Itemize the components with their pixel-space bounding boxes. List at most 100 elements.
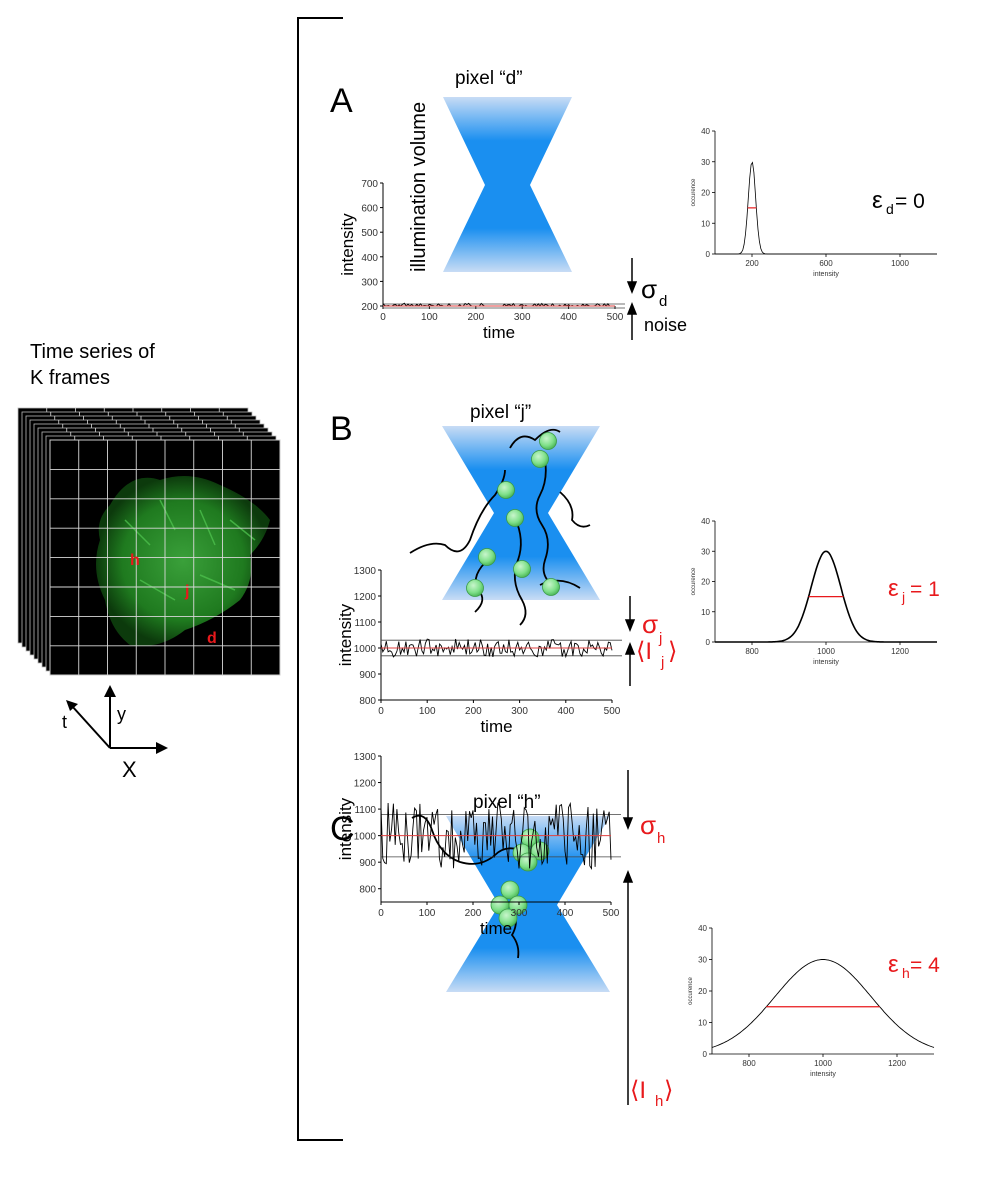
panel-c-letter: C [330, 810, 355, 848]
mean-h-subscript: h [655, 1093, 663, 1110]
sigma-arrows-b [624, 596, 636, 686]
y-tick-label: 20 [698, 987, 707, 996]
x-axis-label: intensity [813, 659, 839, 666]
x-tick-label: 500 [603, 908, 620, 919]
axis-t-label: t [62, 712, 67, 732]
x-tick-label: 600 [819, 259, 833, 268]
epsilon-d-value: = 0 [895, 190, 925, 213]
epsilon-j-subscript: j [901, 589, 905, 605]
trace-chart-a: 200 300 400 500 600 700 0 100 200 300 400 500 time in… [338, 179, 625, 342]
y-tick-label: 1100 [354, 618, 376, 629]
particle [506, 509, 524, 527]
x-axis-label: intensity [810, 1071, 836, 1078]
epsilon-d-subscript: d [886, 201, 894, 217]
occurence-curve [715, 550, 937, 643]
y-tick-label: 0 [706, 250, 711, 259]
y-tick-label: 30 [701, 547, 710, 556]
x-axis-label: intensity [813, 271, 839, 278]
illumination-beam-a [443, 97, 572, 272]
x-tick-label: 500 [607, 312, 624, 323]
particle [513, 560, 531, 578]
x-tick-label: 400 [560, 312, 577, 323]
y-tick-label: 700 [361, 179, 378, 190]
y-axis-label: intensity [336, 603, 355, 666]
y-tick-label: 30 [701, 158, 710, 167]
histogram-chart-b: 0 10 20 30 40 800 1000 1200 intensity occurence [691, 517, 937, 666]
intensity-series [380, 638, 613, 659]
epsilon-j-symbol: ε [888, 575, 899, 602]
noise-label: noise [644, 315, 687, 335]
x-axis-label: time [480, 919, 512, 938]
x-tick-label: 1200 [891, 647, 909, 656]
left-title-line1: Time series of [30, 341, 155, 363]
cell-shape [96, 476, 270, 646]
histogram-chart-a: 0 10 20 30 40 200 600 1000 intensity occurence [691, 127, 937, 278]
mean-j-open: ⟨I [636, 638, 652, 665]
y-tick-label: 30 [698, 956, 707, 965]
sigma-d-subscript: d [659, 293, 667, 310]
x-tick-label: 1000 [891, 259, 909, 268]
sigma-j-symbol: σ [642, 609, 658, 639]
trace-chart-c: 800 900 1000 1100 1200 1300 0 100 200 300 400 500 ti… [336, 752, 621, 938]
mean-j-subscript: j [660, 654, 664, 671]
epsilon-h-subscript: h [902, 965, 910, 981]
x-tick-label: 200 [465, 706, 482, 717]
x-tick-label: 0 [378, 908, 384, 919]
x-tick-label: 300 [511, 706, 528, 717]
epsilon-h-value: = 4 [910, 954, 940, 977]
sigma-h-symbol: σ [640, 810, 656, 840]
y-tick-label: 10 [698, 1019, 707, 1028]
left-title-line2: K frames [30, 367, 110, 389]
x-tick-label: 0 [380, 312, 386, 323]
x-tick-label: 200 [465, 908, 482, 919]
particles-b [466, 432, 560, 597]
panel-b-letter: B [330, 410, 353, 448]
sigma-d-symbol: σ [641, 274, 657, 304]
particle [500, 880, 520, 900]
x-tick-label: 1200 [888, 1059, 906, 1068]
x-tick-label: 100 [419, 908, 436, 919]
y-tick-label: 40 [701, 517, 710, 526]
y-tick-label: 40 [701, 127, 710, 136]
y-axis-label: intensity [338, 213, 357, 276]
panel-c-pixel-label: pixel “h” [473, 792, 541, 813]
epsilon-h-symbol: ε [888, 951, 899, 978]
histogram-chart-c: 0 10 20 30 40 800 1000 1200 intensity occurence [688, 924, 935, 1078]
grid-frame [49, 439, 281, 676]
occurence-curve [715, 161, 937, 255]
intensity-series [380, 801, 612, 870]
particle [498, 908, 518, 928]
y-tick-label: 1200 [354, 779, 377, 790]
y-tick-label: 800 [359, 696, 376, 707]
panel-a: A pixel “d” illumination volume 20030040… [330, 68, 937, 342]
y-tick-label: 40 [698, 924, 707, 933]
x-tick-label: 800 [742, 1059, 756, 1068]
particle [531, 450, 549, 468]
mean-h-open: ⟨I [630, 1077, 646, 1104]
x-tick-label: 0 [378, 706, 384, 717]
y-tick-label: 800 [359, 885, 376, 896]
particle [466, 579, 484, 597]
x-tick-label: 1000 [814, 1059, 832, 1068]
y-tick-label: 200 [361, 302, 378, 313]
cell-image: h j d [49, 439, 281, 676]
y-axis-label: occurence [691, 178, 697, 206]
particle [518, 852, 538, 872]
x-tick-label: 100 [419, 706, 436, 717]
x-tick-label: 300 [511, 908, 528, 919]
axis-y-label: y [117, 704, 126, 724]
panel-a-pixel-label: pixel “d” [455, 68, 523, 89]
x-tick-label: 500 [604, 706, 621, 717]
y-tick-label: 0 [703, 1050, 708, 1059]
particle [508, 895, 528, 915]
sigma-h-subscript: h [657, 830, 665, 847]
particle [542, 578, 560, 596]
y-tick-label: 1300 [354, 752, 377, 763]
left-panel: Time series of K frames h j d t y X [17, 341, 281, 782]
y-axis-label: occurence [688, 976, 694, 1004]
x-tick-label: 1000 [817, 647, 835, 656]
axis-x-label: X [122, 757, 137, 782]
x-tick-label: 800 [745, 647, 759, 656]
y-tick-label: 1300 [354, 566, 377, 577]
